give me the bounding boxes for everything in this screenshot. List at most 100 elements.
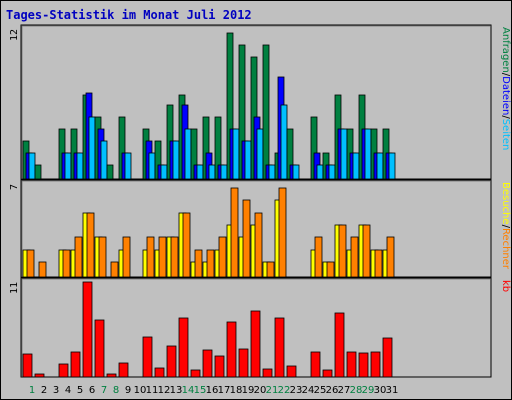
legend-entry: Dateien <box>500 76 511 115</box>
bar-seiten-day-1 <box>28 152 36 180</box>
bar-seiten-day-13 <box>172 140 180 180</box>
bar-kb-day-22 <box>274 317 285 378</box>
legend-entry: Besuche <box>500 182 511 225</box>
legend-entry: Anfragen <box>500 27 511 73</box>
bar-seiten-day-17 <box>220 164 228 180</box>
day-label-21: 21 <box>266 385 279 396</box>
day-label-2: 2 <box>41 385 47 396</box>
bar-rechner-day-29 <box>362 224 371 278</box>
bar-rechner-day-5 <box>74 236 83 278</box>
bar-seiten-day-30 <box>376 152 384 180</box>
legend-entry: Rechner <box>500 228 511 270</box>
bar-rechner-day-8 <box>110 261 119 278</box>
day-label-14: 14 <box>182 385 195 396</box>
day-label-16: 16 <box>206 385 219 396</box>
bar-rechner-day-1 <box>26 249 35 278</box>
bar-kb-day-30 <box>370 351 381 378</box>
bar-kb-day-11 <box>142 336 153 378</box>
series-legend: Besuche/Rechner <box>500 182 511 270</box>
y-max-label: 11 <box>9 282 20 294</box>
bar-rechner-day-11 <box>146 236 155 278</box>
bar-kb-day-5 <box>70 351 81 378</box>
bar-seiten-day-4 <box>64 152 72 180</box>
bar-seiten-day-28 <box>352 152 360 180</box>
bar-rechner-day-21 <box>266 261 275 278</box>
bar-anfragen-day-8 <box>106 164 114 180</box>
y-max-label: 7 <box>9 184 20 190</box>
bar-seiten-day-21 <box>268 164 276 180</box>
bar-kb-day-8 <box>106 373 117 378</box>
bar-rechner-day-26 <box>326 261 335 278</box>
day-label-19: 19 <box>242 385 255 396</box>
day-label-23: 23 <box>290 385 303 396</box>
bar-seiten-day-15 <box>196 164 204 180</box>
legend-entry: / <box>500 115 511 119</box>
bar-rechner-day-15 <box>194 249 203 278</box>
legend-entry: / <box>500 73 511 77</box>
bar-kb-day-17 <box>214 355 225 378</box>
bar-kb-day-18 <box>226 321 237 378</box>
bar-seiten-day-5 <box>76 152 84 180</box>
y-max-label: 12 <box>9 29 20 41</box>
day-label-17: 17 <box>218 385 231 396</box>
bar-seiten-day-25 <box>316 164 324 180</box>
bar-kb-day-21 <box>262 368 273 378</box>
day-label-5: 5 <box>77 385 83 396</box>
bar-seiten-day-19 <box>244 140 252 180</box>
bar-rechner-day-31 <box>386 236 395 278</box>
bar-seiten-day-27 <box>340 128 348 180</box>
bar-kb-day-6 <box>82 281 93 378</box>
series-legend: Anfragen/Dateien/Seiten <box>500 27 511 150</box>
bar-kb-day-28 <box>346 351 357 378</box>
bar-rechner-day-19 <box>242 199 251 278</box>
bar-seiten-day-12 <box>160 164 168 180</box>
x-axis-day-labels: 1 2 3 4 5 6 7 8 9 10 11 12 13 14 15 16 17 18 19 20 21 22 23 24 2… <box>29 385 399 396</box>
day-label-7: 7 <box>101 385 107 396</box>
day-label-20: 20 <box>254 385 267 396</box>
bar-kb-day-16 <box>202 349 213 378</box>
legend-entry: Seiten <box>500 119 511 151</box>
day-label-18: 18 <box>230 385 243 396</box>
bar-seiten-day-11 <box>148 152 156 180</box>
bar-kb-day-13 <box>166 345 177 378</box>
day-label-11: 11 <box>146 385 159 396</box>
bar-seiten-day-22 <box>280 104 288 180</box>
day-label-25: 25 <box>314 385 327 396</box>
day-label-1: 1 <box>29 385 35 396</box>
bar-kb-day-4 <box>58 363 69 378</box>
bar-seiten-day-23 <box>292 164 300 180</box>
day-label-12: 12 <box>158 385 171 396</box>
bar-rechner-day-18 <box>230 187 239 278</box>
day-label-13: 13 <box>170 385 183 396</box>
bar-seiten-day-16 <box>208 164 216 180</box>
day-label-9: 9 <box>125 385 131 396</box>
bar-rechner-day-17 <box>218 236 227 278</box>
day-label-22: 22 <box>278 385 291 396</box>
bar-seiten-day-18 <box>232 128 240 180</box>
bar-kb-day-19 <box>238 348 249 378</box>
day-label-8: 8 <box>113 385 119 396</box>
series-legend: kb <box>500 280 511 292</box>
day-label-26: 26 <box>326 385 339 396</box>
bar-rechner-day-6 <box>86 212 95 278</box>
bar-rechner-day-25 <box>314 236 323 278</box>
bar-rechner-day-27 <box>338 224 347 278</box>
bar-rechner-day-16 <box>206 249 215 278</box>
day-label-4: 4 <box>65 385 71 396</box>
bar-kb-day-29 <box>358 352 369 378</box>
bar-rechner-day-9 <box>122 236 131 278</box>
day-label-6: 6 <box>89 385 95 396</box>
bar-seiten-day-9 <box>124 152 132 180</box>
bar-anfragen-day-21 <box>262 44 270 180</box>
bar-kb-day-27 <box>334 312 345 378</box>
bar-seiten-day-6 <box>88 116 96 180</box>
bar-kb-day-12 <box>154 367 165 378</box>
bar-anfragen-day-2 <box>34 164 42 180</box>
legend-entry: / <box>500 225 511 229</box>
bar-seiten-day-29 <box>364 128 372 180</box>
bar-rechner-day-14 <box>182 212 191 278</box>
panel-3: 11 kb <box>9 277 511 378</box>
day-label-27: 27 <box>338 385 351 396</box>
day-label-31: 31 <box>386 385 399 396</box>
